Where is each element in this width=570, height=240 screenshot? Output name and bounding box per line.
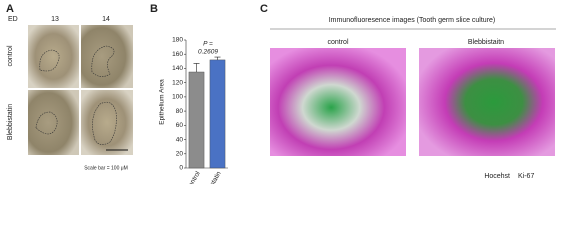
panel-title: Immunofluoresence images (Tooth germ sli… (329, 17, 496, 24)
micrograph (28, 90, 79, 155)
outline (91, 45, 115, 77)
y-tick-label: 140 (172, 65, 183, 72)
column-label: Blebbistaitn (468, 39, 504, 46)
error-bar (214, 56, 221, 60)
y-tick-label: 100 (172, 94, 183, 101)
figure: A ED 13 14 control Blebbistatin Scale ba… (6, 3, 556, 184)
bar (188, 71, 205, 169)
annotation: 0.2609 (198, 49, 218, 56)
y-tick-label: 20 (176, 150, 184, 157)
bar-chart: 0 20 40 60 80 100 120 140 160 180 controlblebbista… (172, 37, 228, 184)
y-tick-label: 160 (172, 51, 183, 58)
bar (209, 59, 226, 169)
x-tick-label: control (186, 170, 202, 184)
micrograph (81, 90, 133, 155)
outline (35, 111, 58, 135)
x-tick-label: blebbistatin (200, 170, 223, 184)
outline (92, 101, 117, 145)
fluorescence-image (270, 48, 406, 156)
panel-label: A (6, 3, 14, 15)
row-label: control (7, 45, 14, 66)
micrograph (28, 25, 79, 88)
y-tick-label: 40 (176, 136, 184, 143)
y-tick-label: 80 (176, 108, 184, 115)
legend-entry: Hocehst (484, 173, 510, 180)
outline (39, 49, 60, 72)
column-label: 13 (51, 16, 59, 23)
micrograph (81, 25, 133, 88)
panel-label: B (150, 3, 158, 15)
y-tick-label: 60 (176, 122, 184, 129)
row-label: Blebbistatin (7, 104, 14, 140)
annotation: P = (203, 41, 213, 48)
column-label: control (327, 39, 348, 46)
panel-label: C (260, 3, 268, 15)
column-label: 14 (102, 16, 110, 23)
legend-entry: Ki-67 (518, 173, 534, 180)
y-tick-label: 120 (172, 79, 183, 86)
error-bar (193, 63, 200, 72)
y-tick-label: 0 (179, 165, 183, 172)
y-tick-label: 180 (172, 37, 183, 44)
stage-label: ED (8, 16, 18, 23)
y-axis-label: Epithelium Area (159, 79, 166, 125)
fluorescence-image (419, 48, 555, 156)
scale-note: Scale bar = 100 μM (84, 165, 128, 171)
